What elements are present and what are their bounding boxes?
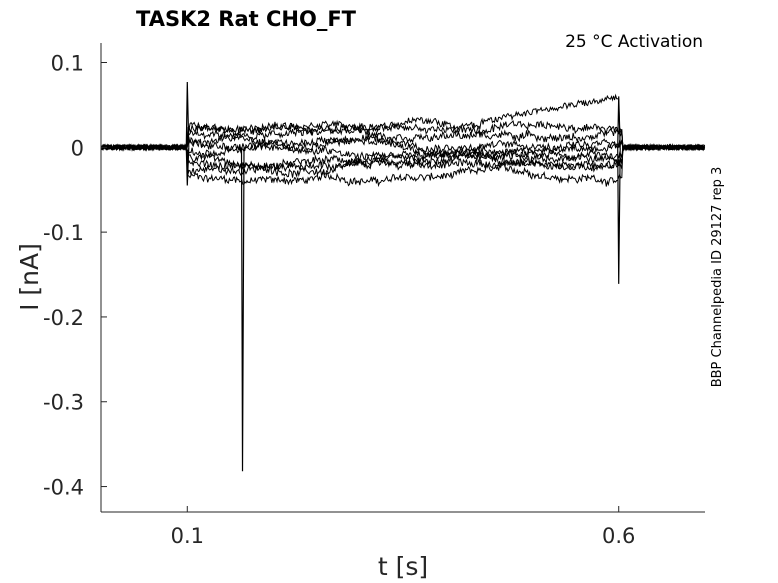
x-axis-ticks: 0.1 0.6 [171, 506, 635, 548]
current-trace [100, 93, 705, 152]
transient-spike [617, 96, 621, 148]
x-tick-label: 0.1 [171, 524, 204, 548]
y-tick-label: 0.1 [51, 52, 84, 76]
chart-annotation: 25 °C Activation [565, 32, 703, 52]
y-axis-label: I [nA] [15, 243, 44, 311]
current-trace [100, 143, 706, 172]
transient-spike [240, 147, 245, 472]
transient-spike [185, 147, 190, 186]
x-tick-label: 0.6 [602, 524, 635, 548]
y-tick-label: -0.4 [43, 476, 84, 500]
current-traces [100, 81, 706, 472]
plot-area: 0.1 0 -0.1 -0.2 -0.3 -0.4 0.1 0.6 [43, 43, 706, 548]
current-trace [100, 133, 705, 160]
y-tick-label: 0 [71, 136, 84, 160]
side-label: BBP Channelpedia ID 29127 rep 3 [710, 167, 725, 388]
y-axis-ticks: 0.1 0 -0.1 -0.2 -0.3 -0.4 [43, 52, 107, 500]
current-trace [100, 121, 705, 152]
current-trace [100, 142, 705, 188]
current-trace [100, 120, 706, 152]
transient-spike [617, 147, 621, 284]
current-trace [100, 143, 705, 173]
transient-spike [185, 81, 190, 148]
y-tick-label: -0.3 [43, 391, 84, 415]
y-tick-label: -0.1 [43, 221, 84, 245]
y-tick-label: -0.2 [43, 306, 84, 330]
x-axis-label: t [s] [378, 552, 428, 581]
chart-title: TASK2 Rat CHO_FT [136, 7, 357, 31]
current-trace [100, 141, 705, 165]
current-trace [100, 133, 706, 153]
